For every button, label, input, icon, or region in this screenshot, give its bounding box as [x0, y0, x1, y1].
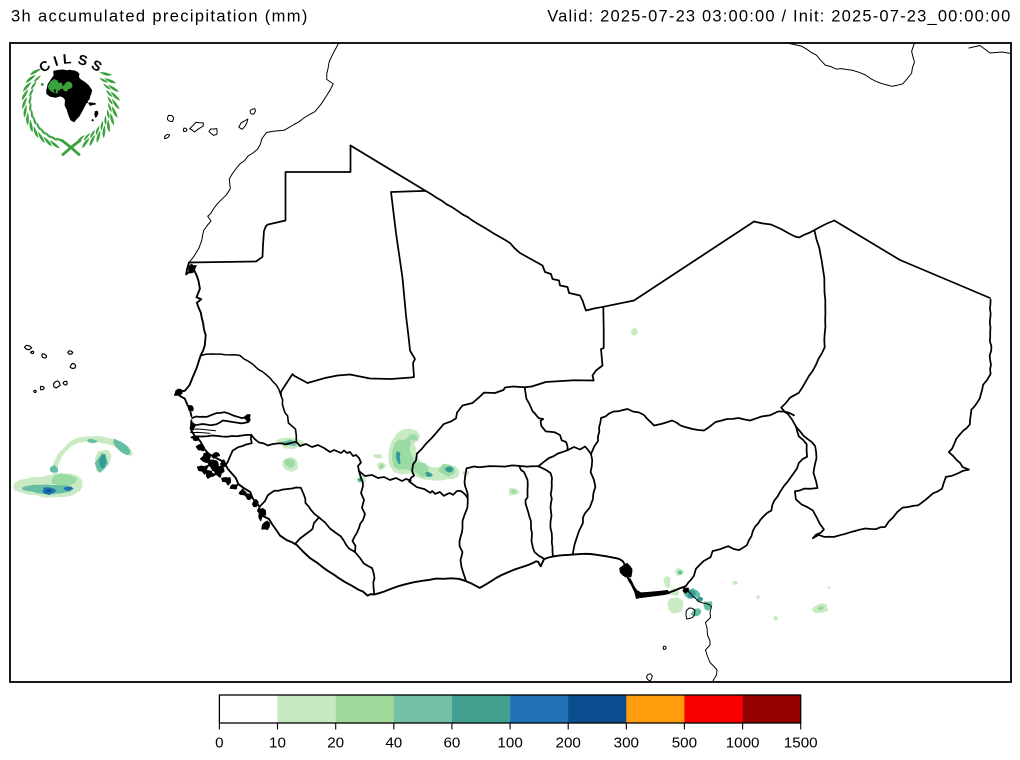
- svg-text:500: 500: [672, 735, 697, 752]
- svg-text:3h accumulated precipitation (: 3h accumulated precipitation (mm): [11, 8, 309, 26]
- svg-text:Valid: 2025-07-23 03:00:00 / I: Valid: 2025-07-23 03:00:00 / Init: 2025-…: [547, 8, 1011, 26]
- svg-text:100: 100: [497, 735, 522, 752]
- svg-text:40: 40: [385, 735, 402, 752]
- svg-text:L: L: [62, 50, 72, 67]
- svg-text:1000: 1000: [726, 735, 760, 752]
- svg-text:1500: 1500: [784, 735, 818, 752]
- svg-text:20: 20: [327, 735, 344, 752]
- svg-text:I: I: [51, 53, 60, 69]
- svg-text:10: 10: [269, 735, 286, 752]
- svg-text:200: 200: [556, 735, 581, 752]
- svg-text:60: 60: [443, 735, 460, 752]
- svg-text:0: 0: [215, 735, 223, 752]
- svg-text:300: 300: [614, 735, 639, 752]
- svg-text:S: S: [76, 51, 89, 69]
